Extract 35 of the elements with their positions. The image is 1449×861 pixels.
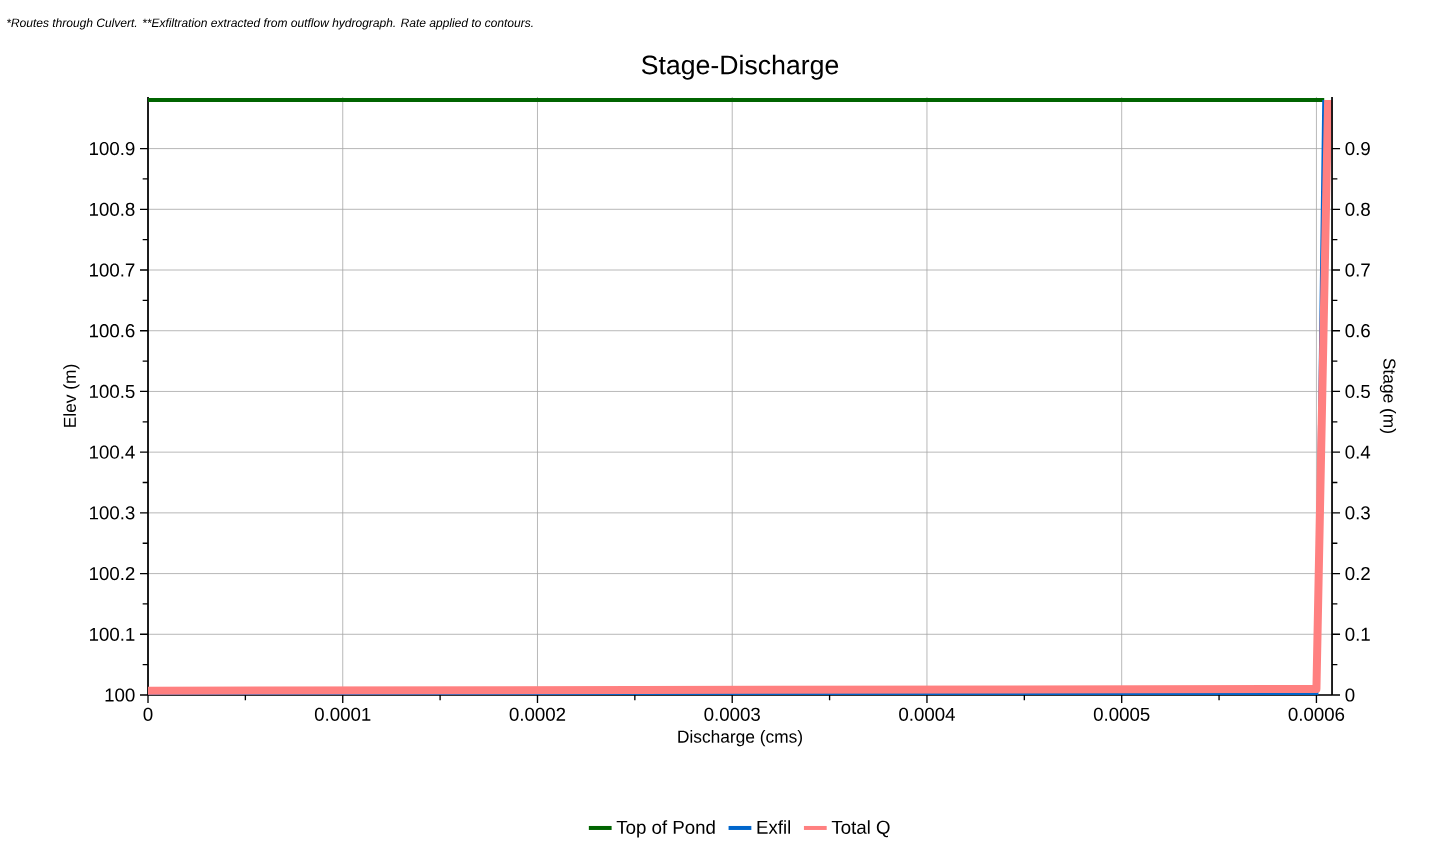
- x-tick-label: 0.0002: [509, 707, 566, 721]
- x-tick-label: 0.0003: [704, 707, 760, 721]
- y-tick-label: 100.6: [90, 324, 135, 338]
- y2-axis-title: Stage (m): [1379, 358, 1397, 433]
- y-tick-label: 100.5: [90, 384, 135, 399]
- y2-tick-label: 0.3: [1345, 506, 1370, 520]
- x-tick-label: 0: [143, 707, 153, 721]
- y-tick-label: 100.7: [90, 263, 135, 277]
- y2-tick-label: 0.6: [1345, 324, 1370, 338]
- x-tick-label: 0.0001: [314, 707, 371, 721]
- y-tick-label: 100: [105, 688, 135, 702]
- y-axis-title: Elev (m): [63, 364, 80, 427]
- y2-tick-label: 0.4: [1345, 445, 1371, 459]
- y-tick-label: 100.8: [90, 202, 135, 216]
- y-tick-label: 100.4: [90, 445, 135, 459]
- y-tick-label: 100.1: [90, 627, 135, 641]
- y2-tick-label: 0.8: [1345, 202, 1370, 216]
- y-tick-label: 100.2: [90, 566, 135, 581]
- y2-tick-label: 0.7: [1345, 263, 1370, 277]
- y2-tick-label: 0.9: [1345, 141, 1370, 156]
- y2-tick-label: 0.5: [1345, 384, 1370, 399]
- y2-tick-label: 0.1: [1345, 627, 1370, 641]
- chart-title: Stage-Discharge: [641, 54, 839, 80]
- y2-tick-label: 0.2: [1345, 566, 1370, 581]
- x-axis-title: Discharge (cms): [678, 730, 802, 747]
- legend-label: Top of Pond: [616, 820, 715, 838]
- legend-label: Total Q: [831, 820, 890, 838]
- legend-label: Exfil: [757, 820, 791, 834]
- x-tick-label: 0.0006: [1288, 707, 1345, 721]
- text: *Routes through Culvert. **Exfiltration extracted from outflow hydrograph. Rate applied to contours.: [6, 18, 533, 30]
- y-tick-label: 100.9: [90, 141, 135, 156]
- x-tick-label: 0.0004: [899, 707, 955, 721]
- y-tick-label: 100.3: [90, 506, 135, 520]
- x-tick-label: 0.0005: [1093, 707, 1150, 721]
- y2-tick-label: 0: [1345, 688, 1355, 702]
